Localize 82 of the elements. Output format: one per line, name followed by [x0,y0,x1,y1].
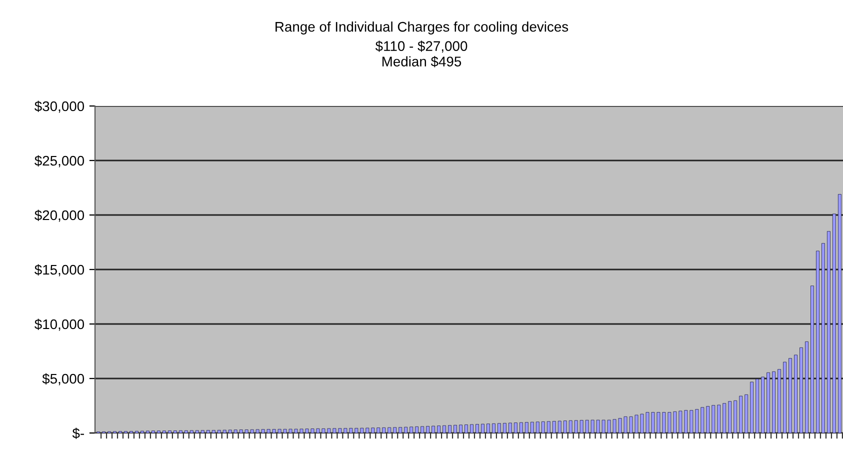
chart-subtitle: $110 - $27,000 Median $495 [375,40,468,68]
bar [514,422,518,433]
bar [404,426,408,433]
bar [376,428,380,433]
bar [838,194,842,433]
bar [492,423,496,433]
bar [410,426,414,433]
bar [206,430,210,433]
bar [481,424,484,433]
bar [459,424,462,433]
bar [519,422,523,433]
bar [558,420,562,433]
bar [464,424,468,433]
bar [568,420,572,433]
bar [816,250,820,433]
bar [739,396,743,433]
bar [371,428,375,433]
bar [772,371,776,433]
bar [783,362,787,433]
bar [800,347,803,433]
bar [744,394,748,433]
bar [734,400,738,433]
bar [415,426,419,433]
bar [442,425,446,433]
bar [382,427,386,433]
bar [827,231,830,433]
bar [486,424,490,433]
bar [524,422,528,433]
bar [497,423,501,433]
bar [766,372,770,433]
bar [366,428,370,433]
bar [200,430,204,433]
bar [178,430,182,433]
bar [437,426,441,433]
bar [388,427,392,433]
bar [722,403,726,433]
bar [832,214,836,433]
bar [552,421,556,433]
chart-title: Range of Individual Charges for cooling devices [276,22,568,34]
bar [190,430,194,433]
bar [778,369,782,433]
bar [228,430,232,433]
y-tick-label: $10,000 [34,318,84,331]
bar [393,427,397,433]
bar [195,430,199,433]
bar [546,421,550,433]
bar [508,422,512,433]
bar [530,422,534,433]
bar [398,427,402,433]
bar [756,378,760,433]
bar [454,424,457,433]
bar [536,422,540,433]
y-tick-label: $25,000 [34,155,84,168]
bar [184,430,188,433]
y-tick-label: $30,000 [34,100,84,113]
y-tick-label: $5,000 [42,373,84,386]
bar [432,426,436,433]
y-tick-label: $- [72,428,84,439]
bar [706,406,710,433]
bar [794,354,798,433]
bar [750,382,754,433]
bar [712,405,716,433]
bar [476,424,479,433]
y-tick-label: $15,000 [34,264,84,276]
bar [805,341,808,433]
bar [448,425,452,433]
bar [563,420,567,433]
bar [717,404,721,433]
bar [470,424,474,433]
bar [810,286,814,433]
bar [222,430,226,433]
bar [212,430,216,433]
bar [728,401,732,433]
bar [420,426,424,433]
bar [217,430,221,433]
y-tick-label: $20,000 [34,210,84,222]
bar [761,376,765,433]
bar [788,358,792,433]
bar [502,422,506,433]
bar [541,421,545,433]
bar [426,426,430,433]
bar [822,243,825,433]
